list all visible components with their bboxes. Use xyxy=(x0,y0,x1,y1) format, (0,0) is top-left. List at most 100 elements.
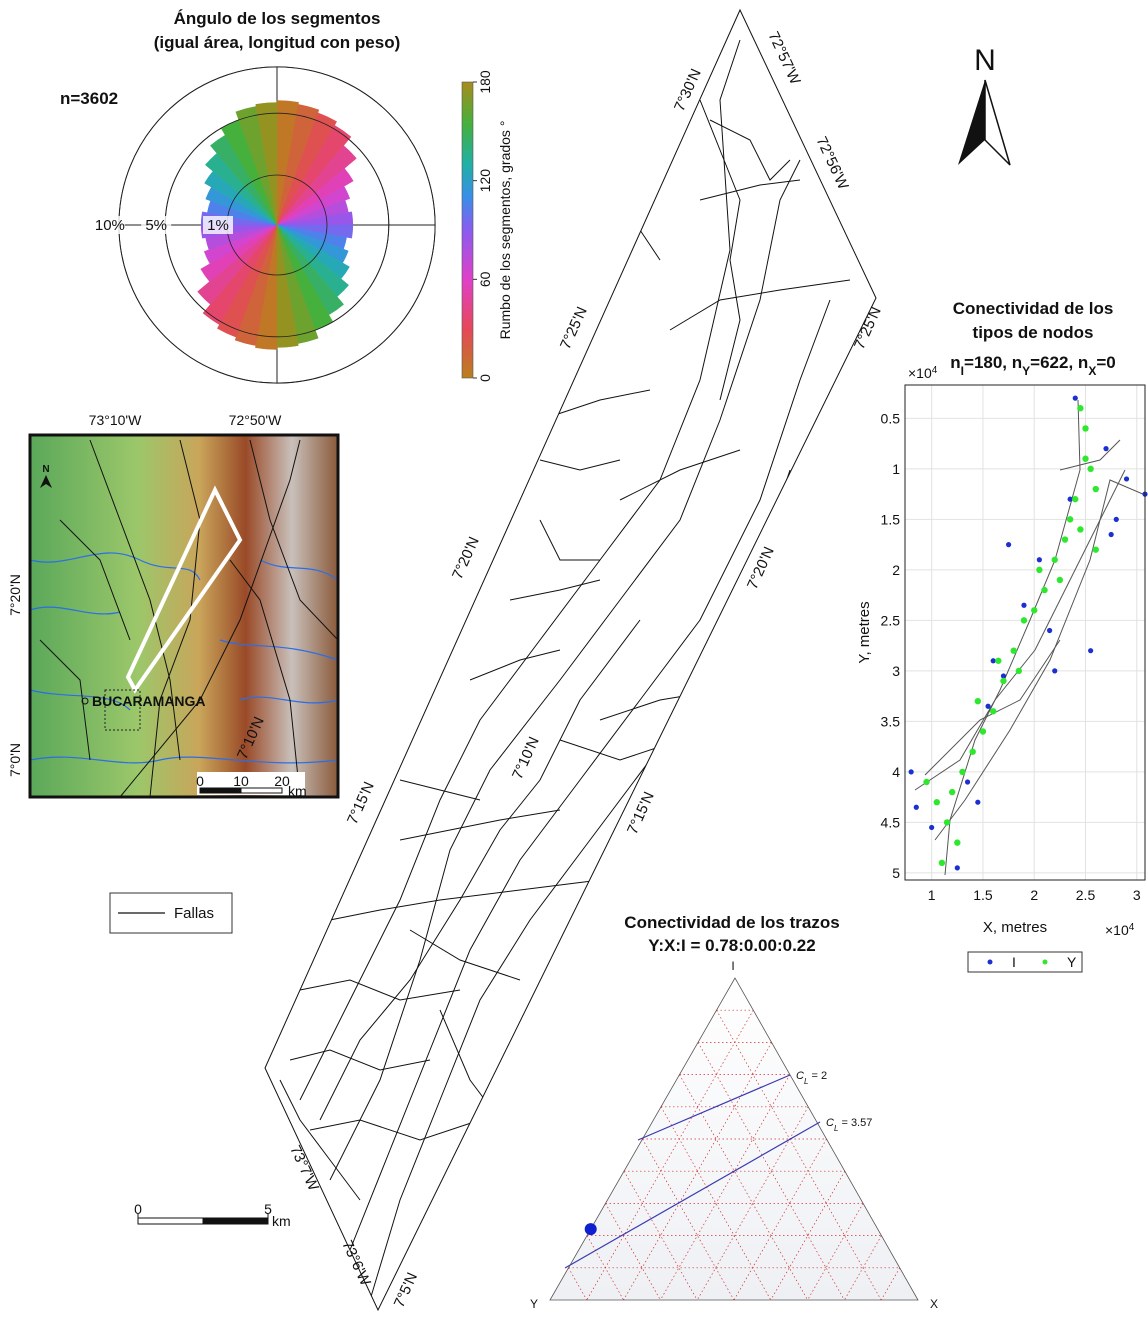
x-tick-label: 1 xyxy=(928,887,936,903)
node-point xyxy=(1047,628,1052,633)
scale-label: 0 xyxy=(196,773,204,789)
nodes-title: tipos de nodos xyxy=(973,323,1094,342)
node-point xyxy=(1077,405,1083,411)
node-point xyxy=(1041,587,1047,593)
node-point xyxy=(1006,542,1011,547)
colorbar-label: Rumbo de los segmentos, grados ° xyxy=(497,121,513,340)
rose-title: (igual área, longitud con peso) xyxy=(154,33,401,52)
node-point xyxy=(1072,496,1078,502)
legend-marker xyxy=(1043,960,1048,965)
subtitle-subscript: Y xyxy=(1022,364,1030,378)
subtitle-part: n xyxy=(1078,353,1088,372)
node-point xyxy=(1109,532,1114,537)
legend-label: Y xyxy=(1067,954,1077,970)
node-point xyxy=(939,860,945,866)
nodes-subtitle: nI=180, nY=622, nX=0 xyxy=(950,353,1115,378)
legend-label: I xyxy=(1012,954,1016,970)
rose-diagram: 1%5%10% xyxy=(95,67,435,383)
scale-label: 10 xyxy=(233,773,249,789)
colorbar-tick-label: 60 xyxy=(477,271,493,287)
subtitle-part: =180, xyxy=(964,353,1012,372)
node-point xyxy=(1082,456,1088,462)
contour-label: CL = 3.57 xyxy=(826,1117,872,1133)
x-tick-label: 3 xyxy=(1133,887,1141,903)
exponent-power: 4 xyxy=(1129,922,1135,933)
node-point xyxy=(1031,607,1037,613)
node-point xyxy=(1067,516,1073,522)
node-point xyxy=(975,800,980,805)
node-point xyxy=(1093,486,1099,492)
subtitle-part: n xyxy=(1012,353,1022,372)
node-point xyxy=(944,819,950,825)
node-point xyxy=(1021,603,1026,608)
exponent-power: 4 xyxy=(932,365,938,376)
node-point xyxy=(955,865,960,870)
node-point xyxy=(929,825,934,830)
inset-map: 73°10'W 72°50'W 7°20'N 7°0'N BUCARAMANGA… xyxy=(7,412,338,799)
node-point xyxy=(980,728,986,734)
node-point xyxy=(965,779,970,784)
node-point xyxy=(1057,577,1063,583)
ring-label: 5% xyxy=(145,217,167,234)
graticule-label: 7°5'N xyxy=(391,1270,421,1310)
scale-unit: km xyxy=(288,783,307,799)
scale-segment xyxy=(203,1218,268,1224)
colorbar-tick-label: 120 xyxy=(477,169,493,193)
node-point xyxy=(1077,526,1083,532)
ternary-triangle xyxy=(550,978,918,1300)
rose-count: n=3602 xyxy=(60,89,118,108)
node-point xyxy=(1114,517,1119,522)
ternary-point xyxy=(585,1223,597,1235)
city-label: BUCARAMANGA xyxy=(92,693,206,709)
node-point xyxy=(909,769,914,774)
x-tick-label: 2.5 xyxy=(1076,887,1096,903)
node-point xyxy=(914,805,919,810)
contour-value: = 3.57 xyxy=(838,1117,872,1129)
y-tick-label: 2.5 xyxy=(881,612,901,628)
node-point xyxy=(991,658,996,663)
node-point xyxy=(1037,557,1042,562)
x-exponent: ×104 xyxy=(1105,922,1135,939)
vertex-label: Y xyxy=(530,1297,538,1311)
graticule-label: 7°25'N xyxy=(557,304,591,352)
colorbar-tick-label: 180 xyxy=(477,70,493,94)
node-point xyxy=(1088,648,1093,653)
y-tick-label: 1 xyxy=(892,461,900,477)
contour-label: CL = 2 xyxy=(796,1070,827,1086)
y-tick-label: 4 xyxy=(892,764,900,780)
y-tick-label: 4.5 xyxy=(881,814,901,830)
node-point xyxy=(1073,396,1078,401)
node-point xyxy=(995,658,1001,664)
page: { "rose": { "type": "rose", "title": ["Á… xyxy=(0,0,1148,1316)
subtitle-part: n xyxy=(950,353,960,372)
scale-segment xyxy=(138,1218,203,1224)
lon-label: 73°10'W xyxy=(89,412,142,428)
x-tick-label: 2 xyxy=(1030,887,1038,903)
node-point xyxy=(1124,476,1129,481)
ternary-title: Y:X:I = 0.78:0.00:0.22 xyxy=(648,936,815,955)
node-point xyxy=(954,839,960,845)
vertex-label: I xyxy=(731,959,734,973)
y-tick-label: 5 xyxy=(892,865,900,881)
lon-label: 72°50'W xyxy=(229,412,282,428)
node-point xyxy=(1011,647,1017,653)
node-point xyxy=(959,769,965,775)
node-point xyxy=(1082,425,1088,431)
nodes-title: Conectividad de los xyxy=(953,299,1114,318)
node-point xyxy=(1052,557,1058,563)
colorbar-bar xyxy=(462,82,473,378)
lat-label: 7°0'N xyxy=(7,743,23,777)
contour-symbol: C xyxy=(826,1117,834,1129)
subtitle-part: =0 xyxy=(1096,353,1115,372)
node-point xyxy=(1016,668,1022,674)
north-arrow xyxy=(985,80,1010,165)
y-exponent: ×104 xyxy=(908,365,938,382)
north-label: N xyxy=(974,44,996,77)
node-point xyxy=(1103,446,1108,451)
scale-unit: km xyxy=(272,1213,291,1229)
map-scale: 05km xyxy=(134,1201,291,1229)
legend-marker xyxy=(988,960,993,965)
exponent-base: ×10 xyxy=(1105,922,1129,938)
contour-symbol: C xyxy=(796,1070,804,1082)
